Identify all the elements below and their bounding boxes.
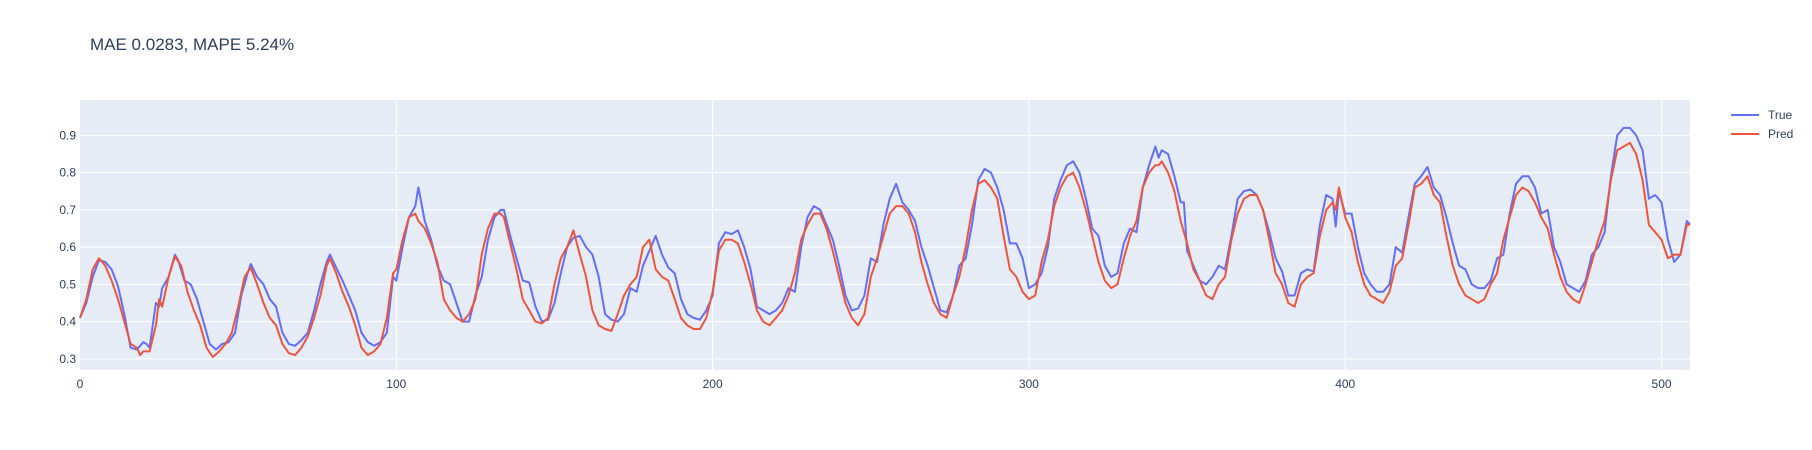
y-tick-label: 0.4 (59, 315, 76, 329)
y-tick-label: 0.8 (59, 166, 76, 180)
x-tick-label: 500 (1652, 377, 1672, 391)
series-layer (79, 126, 1691, 358)
x-tick-label: 0 (77, 377, 84, 391)
x-gridlines (395, 100, 1663, 370)
y-gridlines (80, 134, 1690, 360)
legend[interactable]: True Pred (1731, 108, 1793, 141)
chart-title: MAE 0.0283, MAPE 5.24% (90, 35, 294, 54)
plot-area (80, 100, 1690, 370)
x-tick-label: 400 (1335, 377, 1355, 391)
x-tick-label: 200 (703, 377, 723, 391)
y-tick-label: 0.7 (59, 203, 76, 217)
series-line-true (79, 126, 1691, 351)
y-tick-label: 0.6 (59, 240, 76, 254)
y-axis: 0.3 0.4 0.5 0.6 0.7 0.8 0.9 (59, 128, 76, 365)
y-tick-label: 0.5 (59, 277, 76, 291)
legend-label-true[interactable]: True (1768, 108, 1793, 122)
x-axis: 0 100 200 300 400 500 (77, 377, 1672, 391)
legend-label-pred[interactable]: Pred (1768, 127, 1793, 141)
y-tick-label: 0.3 (59, 352, 76, 366)
x-tick-label: 100 (386, 377, 406, 391)
series-line-pred (79, 141, 1690, 358)
x-tick-label: 300 (1019, 377, 1039, 391)
y-tick-label: 0.9 (59, 128, 76, 142)
